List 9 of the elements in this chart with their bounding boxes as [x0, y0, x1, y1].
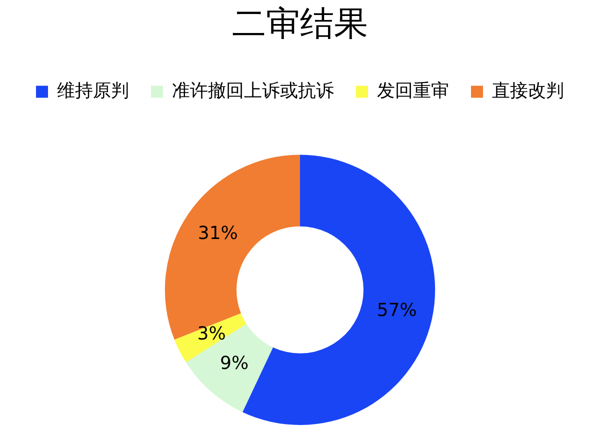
legend-label: 维持原判	[57, 80, 129, 102]
chart-title: 二审结果	[232, 4, 368, 44]
data-label: 31%	[198, 222, 238, 244]
legend-label: 准许撤回上诉或抗诉	[172, 80, 334, 102]
legend-label: 直接改判	[492, 80, 564, 102]
legend-label: 发回重审	[377, 80, 449, 102]
data-label: 57%	[376, 300, 417, 322]
data-label: 9%	[220, 353, 249, 374]
data-label: 3%	[197, 324, 226, 345]
